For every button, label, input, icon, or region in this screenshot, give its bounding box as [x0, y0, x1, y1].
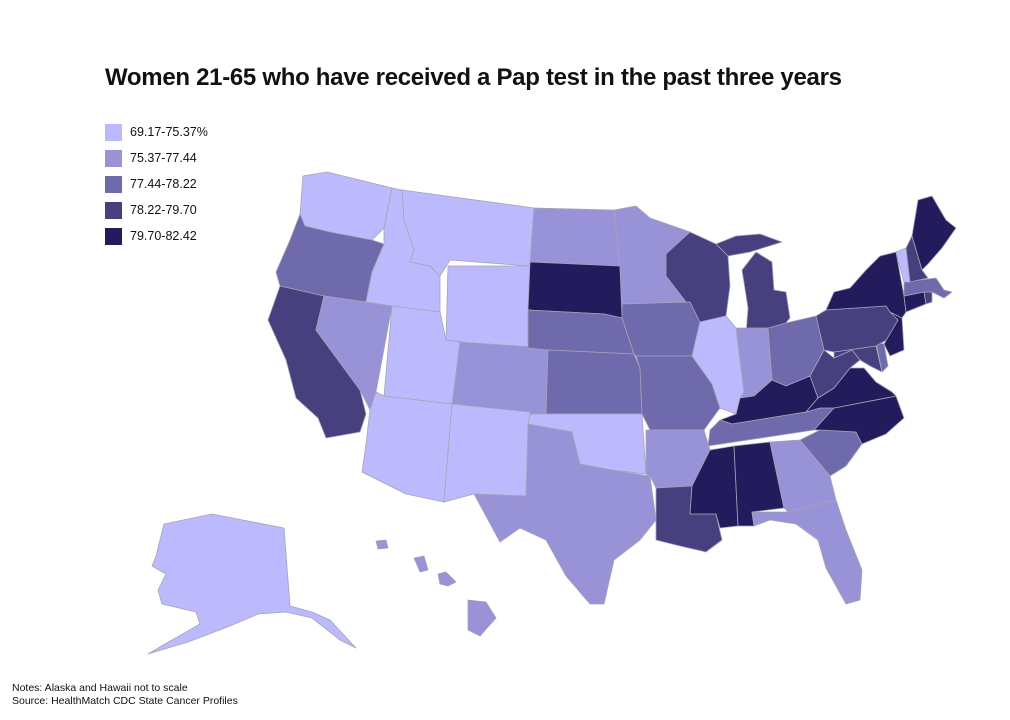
- legend-swatch: [105, 201, 122, 219]
- legend-item: 69.17-75.37%: [105, 119, 208, 145]
- map-title: Women 21-65 who have received a Pap test…: [105, 64, 842, 91]
- notes-source: Source: HealthMatch CDC State Cancer Pro…: [12, 695, 238, 707]
- state-sd[interactable]: [527, 261, 623, 319]
- legend: 69.17-75.37% 75.37-77.44 77.44-78.22 78.…: [105, 119, 208, 249]
- notes-scale: Notes: Alaska and Hawaii not to scale: [12, 682, 188, 694]
- state-ny[interactable]: [825, 251, 907, 319]
- state-me[interactable]: [911, 195, 957, 271]
- legend-item: 79.70-82.42: [105, 223, 208, 249]
- legend-item: 78.22-79.70: [105, 197, 208, 223]
- state-mi-up[interactable]: [715, 233, 783, 257]
- legend-swatch: [105, 149, 122, 167]
- legend-label: 78.22-79.70: [130, 203, 197, 217]
- state-ia[interactable]: [621, 301, 701, 357]
- legend-label: 75.37-77.44: [130, 151, 197, 165]
- legend-swatch: [105, 123, 122, 141]
- state-co[interactable]: [451, 341, 549, 417]
- state-nh[interactable]: [905, 235, 929, 283]
- state-hi-maui[interactable]: [437, 571, 457, 587]
- state-hi-oahu[interactable]: [413, 555, 429, 573]
- legend-swatch: [105, 175, 122, 193]
- state-ks[interactable]: [545, 349, 643, 415]
- state-ma[interactable]: [903, 277, 953, 299]
- legend-item: 75.37-77.44: [105, 145, 208, 171]
- state-wy[interactable]: [445, 265, 531, 351]
- legend-swatch: [105, 227, 122, 245]
- legend-label: 79.70-82.42: [130, 229, 197, 243]
- state-hi-kauai[interactable]: [375, 539, 389, 550]
- state-nd[interactable]: [529, 207, 621, 267]
- notes: Notes: Alaska and Hawaii not to scale So…: [12, 682, 238, 708]
- state-az[interactable]: [361, 391, 453, 503]
- legend-label: 69.17-75.37%: [130, 125, 208, 139]
- state-hi-big[interactable]: [467, 599, 497, 637]
- state-nm[interactable]: [443, 403, 531, 503]
- legend-label: 77.44-78.22: [130, 177, 197, 191]
- state-fl[interactable]: [751, 499, 863, 605]
- state-tx[interactable]: [473, 423, 657, 605]
- legend-item: 77.44-78.22: [105, 171, 208, 197]
- state-md[interactable]: [833, 345, 883, 373]
- state-mi[interactable]: [741, 251, 791, 335]
- state-ak[interactable]: [147, 513, 357, 655]
- state-mt[interactable]: [401, 189, 535, 277]
